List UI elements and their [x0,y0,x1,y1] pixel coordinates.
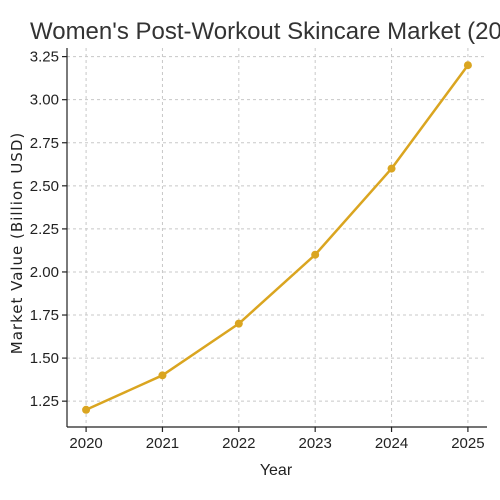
axes [66,48,487,428]
y-tick-label: 1.75 [30,307,59,324]
data-point [311,250,320,259]
x-tick-label: 2024 [375,435,408,452]
series-line [85,64,469,411]
y-tick-label: 3.00 [30,92,59,109]
grid-lines [67,48,487,427]
x-tick-label: 2020 [69,435,102,452]
data-point [82,405,91,414]
x-tick-label: 2023 [298,435,331,452]
y-tick-label: 1.25 [30,393,59,410]
series-layer [82,61,472,414]
y-tick-label: 2.25 [30,221,59,238]
x-axis-label: Year [260,462,293,479]
data-point [234,319,243,328]
y-tick-label: 1.50 [30,350,59,367]
x-axis-ticks: 2020 2021 2022 2023 2024 2025 [69,427,485,452]
y-axis-ticks: 1.25 1.50 1.75 2.00 2.25 2.50 2.75 3.00 3.25 [30,49,67,410]
y-tick-label: 2.75 [30,135,59,152]
y-axis-label: Market Value (Billion USD) [8,132,26,354]
chart-title: Women's Post-Workout Skincare Market (20… [30,18,500,45]
y-tick-label: 2.00 [30,264,59,281]
data-point [158,371,167,380]
data-point [387,164,396,173]
y-tick-label: 3.25 [30,49,59,66]
x-tick-label: 2022 [222,435,255,452]
x-tick-label: 2025 [451,435,484,452]
x-tick-label: 2021 [146,435,179,452]
y-tick-label: 2.50 [30,178,59,195]
data-point [463,61,472,70]
